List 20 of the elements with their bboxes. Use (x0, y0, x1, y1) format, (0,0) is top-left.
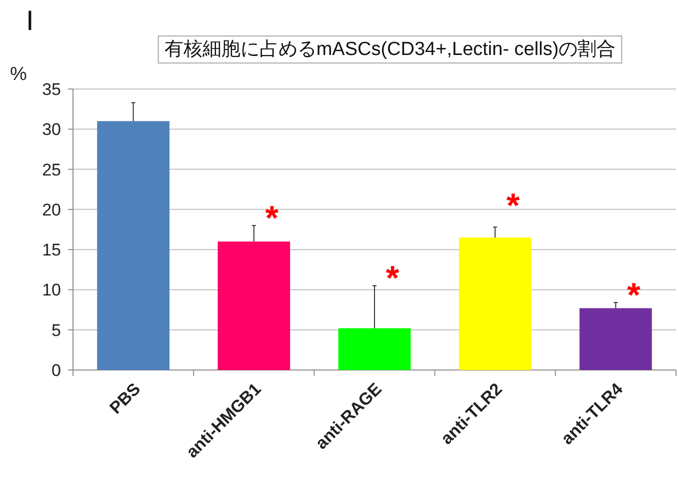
y-tick-label: 15 (42, 240, 61, 260)
annotation: * (386, 260, 400, 298)
y-tick-label: 5 (52, 320, 61, 340)
annotation: * (627, 276, 642, 315)
bar (218, 242, 290, 370)
y-tick-label: 30 (42, 120, 61, 140)
y-tick-label: 25 (42, 160, 61, 180)
y-tick-label: 0 (52, 361, 61, 380)
annotation: * (265, 199, 280, 238)
y-axis-title: % (10, 64, 27, 85)
bar (458, 238, 532, 370)
bar (580, 308, 652, 370)
text: I (26, 5, 34, 36)
y-tick-label: 35 (42, 80, 61, 99)
bar (338, 328, 411, 370)
y-tick-label: 20 (42, 200, 61, 220)
chart-title: 有核細胞に占めるmASCs(CD34+,Lectin- cells)の割合 (164, 39, 616, 60)
y-tick-label: 10 (42, 280, 61, 300)
bar (97, 121, 170, 370)
annotation: * (506, 187, 520, 226)
